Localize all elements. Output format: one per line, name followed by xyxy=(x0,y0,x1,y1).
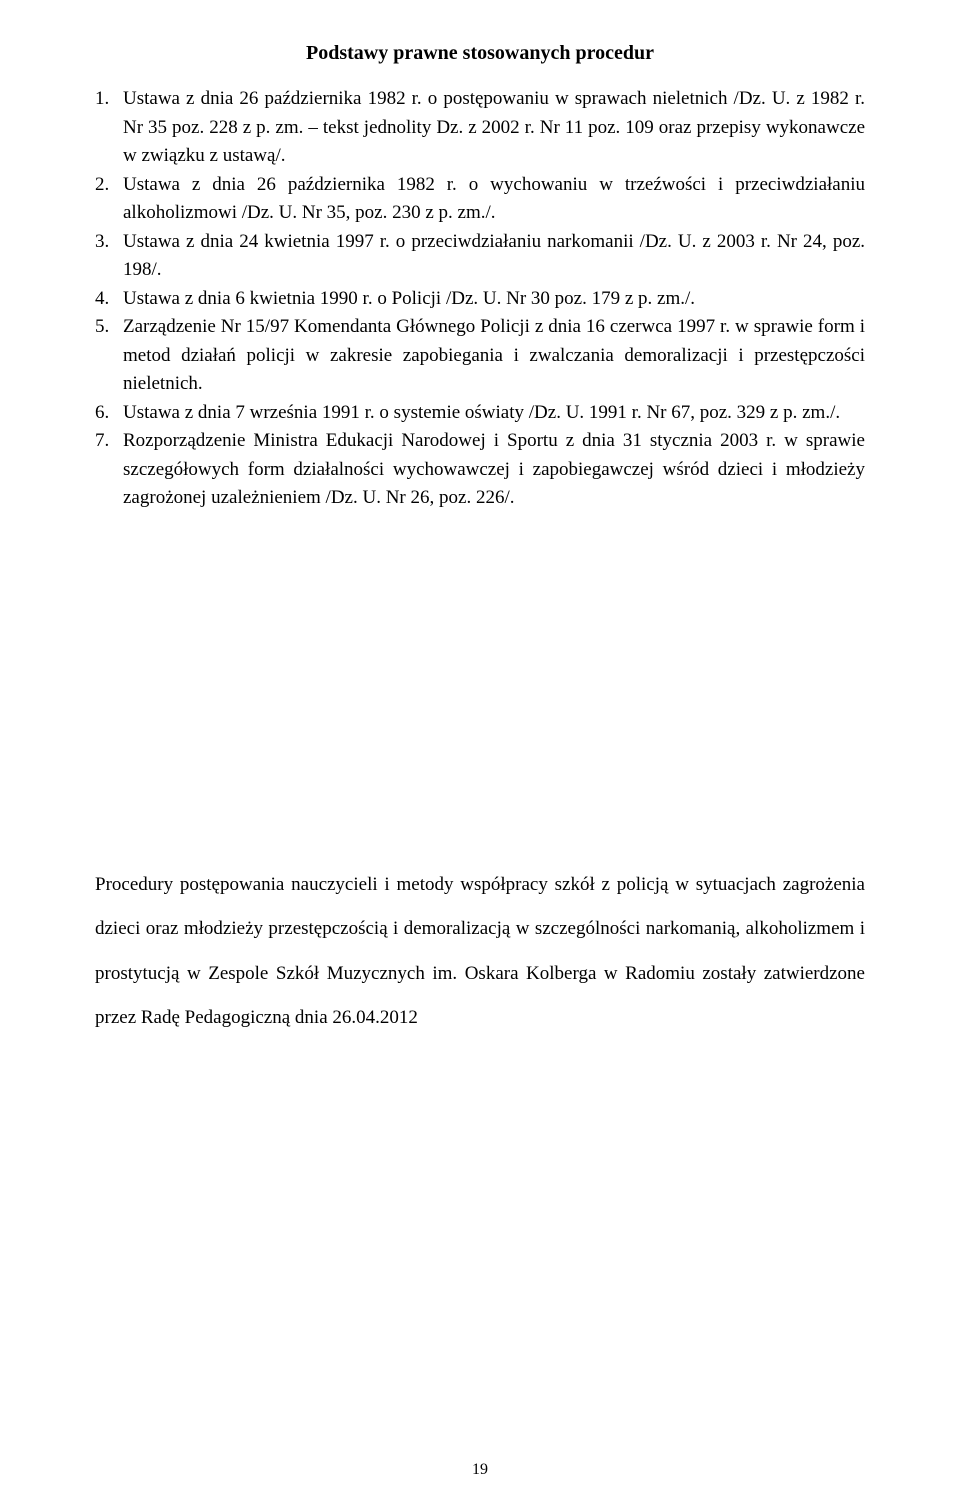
list-item: Ustawa z dnia 7 września 1991 r. o syste… xyxy=(95,399,865,428)
list-item: Ustawa z dnia 26 października 1982 r. o … xyxy=(95,85,865,171)
list-item: Ustawa z dnia 24 kwietnia 1997 r. o prze… xyxy=(95,228,865,285)
list-item: Ustawa z dnia 6 kwietnia 1990 r. o Polic… xyxy=(95,285,865,314)
page-number: 19 xyxy=(0,1461,960,1479)
page-title: Podstawy prawne stosowanych procedur xyxy=(95,42,865,65)
document-page: Podstawy prawne stosowanych procedur Ust… xyxy=(0,0,960,1509)
closing-paragraph: Procedury postępowania nauczycieli i met… xyxy=(95,863,865,1042)
list-item: Rozporządzenie Ministra Edukacji Narodow… xyxy=(95,427,865,513)
legal-basis-list: Ustawa z dnia 26 października 1982 r. o … xyxy=(95,85,865,513)
list-item: Zarządzenie Nr 15/97 Komendanta Głównego… xyxy=(95,313,865,399)
list-item: Ustawa z dnia 26 października 1982 r. o … xyxy=(95,171,865,228)
